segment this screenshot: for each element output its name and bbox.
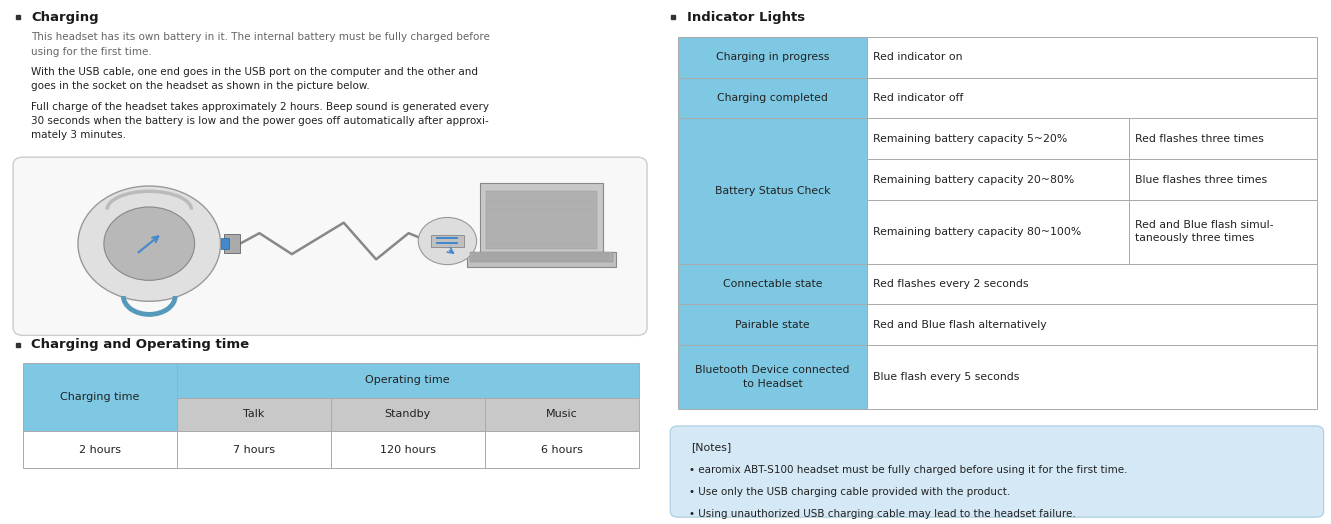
Text: Bluetooth Device connected
to Headset: Bluetooth Device connected to Headset — [695, 365, 849, 388]
Text: Red flashes three times: Red flashes three times — [1135, 134, 1264, 144]
Bar — [866, 159, 1129, 200]
Bar — [866, 264, 1318, 304]
Text: [Notes]: [Notes] — [692, 442, 732, 452]
Bar — [866, 345, 1318, 409]
Bar — [435, 242, 458, 244]
Text: Standby: Standby — [385, 409, 431, 420]
Text: Blue flash every 5 seconds: Blue flash every 5 seconds — [873, 372, 1020, 382]
Bar — [221, 238, 229, 249]
Text: Charging completed: Charging completed — [717, 93, 828, 103]
Circle shape — [418, 217, 476, 265]
FancyBboxPatch shape — [671, 426, 1324, 517]
Text: 7 hours: 7 hours — [233, 444, 274, 455]
Bar — [23, 431, 177, 468]
Bar — [177, 431, 331, 468]
Bar — [679, 37, 866, 78]
Bar — [330, 398, 484, 431]
Text: Full charge of the headset takes approximately 2 hours. Beep sound is generated : Full charge of the headset takes approxi… — [32, 102, 490, 140]
Bar — [486, 191, 596, 249]
Bar — [1129, 200, 1318, 264]
Text: Charging and Operating time: Charging and Operating time — [32, 339, 249, 351]
Bar — [866, 200, 1129, 264]
Bar — [866, 118, 1129, 159]
Text: Red and Blue flash simul-
taneously three times: Red and Blue flash simul- taneously thre… — [1135, 220, 1274, 244]
Bar — [679, 304, 866, 345]
Text: Operating time: Operating time — [366, 375, 450, 386]
Text: Red flashes every 2 seconds: Red flashes every 2 seconds — [873, 279, 1029, 289]
Bar — [1129, 159, 1318, 200]
Text: Blue flashes three times: Blue flashes three times — [1135, 174, 1267, 185]
Text: Indicator Lights: Indicator Lights — [687, 11, 805, 24]
Text: Red indicator on: Red indicator on — [873, 52, 962, 62]
Bar — [679, 264, 866, 304]
Text: • earomix ABT-S100 headset must be fully charged before using it for the first t: • earomix ABT-S100 headset must be fully… — [689, 465, 1127, 475]
Text: • Using unauthorized USB charging cable may lead to the headset failure.: • Using unauthorized USB charging cable … — [689, 509, 1077, 519]
Text: 120 hours: 120 hours — [379, 444, 435, 455]
Text: Remaining battery capacity 80~100%: Remaining battery capacity 80~100% — [873, 227, 1081, 237]
Bar — [23, 363, 177, 431]
Bar — [431, 235, 463, 247]
Bar — [484, 431, 639, 468]
Bar — [330, 431, 484, 468]
Bar — [467, 252, 616, 267]
Bar — [679, 345, 866, 409]
Bar — [866, 37, 1318, 78]
Text: Red and Blue flash alternatively: Red and Blue flash alternatively — [873, 320, 1046, 330]
Text: Pairable state: Pairable state — [735, 320, 809, 330]
Circle shape — [79, 186, 221, 301]
Text: Music: Music — [546, 409, 578, 420]
Circle shape — [104, 207, 194, 280]
Text: Connectable state: Connectable state — [723, 279, 823, 289]
Text: • Use only the USB charging cable provided with the product.: • Use only the USB charging cable provid… — [689, 487, 1010, 497]
Text: Remaining battery capacity 5~20%: Remaining battery capacity 5~20% — [873, 134, 1067, 144]
Bar — [484, 398, 639, 431]
Text: Charging time: Charging time — [60, 391, 140, 402]
Text: 2 hours: 2 hours — [79, 444, 121, 455]
Bar — [435, 237, 458, 239]
Text: Talk: Talk — [244, 409, 265, 420]
Bar — [866, 304, 1318, 345]
Bar — [679, 118, 866, 264]
Text: With the USB cable, one end goes in the USB port on the computer and the other a: With the USB cable, one end goes in the … — [32, 67, 478, 92]
Text: 6 hours: 6 hours — [540, 444, 583, 455]
Text: Charging in progress: Charging in progress — [716, 52, 829, 62]
Text: This headset has its own battery in it. The internal battery must be fully charg: This headset has its own battery in it. … — [32, 32, 490, 57]
Bar — [177, 398, 331, 431]
Bar — [480, 183, 603, 257]
Text: Battery Status Check: Battery Status Check — [715, 186, 831, 196]
Text: Red indicator off: Red indicator off — [873, 93, 964, 103]
Text: Remaining battery capacity 20~80%: Remaining battery capacity 20~80% — [873, 174, 1074, 185]
Bar — [224, 234, 240, 253]
Bar — [470, 252, 612, 262]
FancyBboxPatch shape — [13, 157, 647, 335]
Bar — [679, 78, 866, 118]
Bar — [177, 363, 639, 398]
Bar — [1129, 118, 1318, 159]
Bar — [866, 78, 1318, 118]
Text: Charging: Charging — [32, 11, 98, 24]
